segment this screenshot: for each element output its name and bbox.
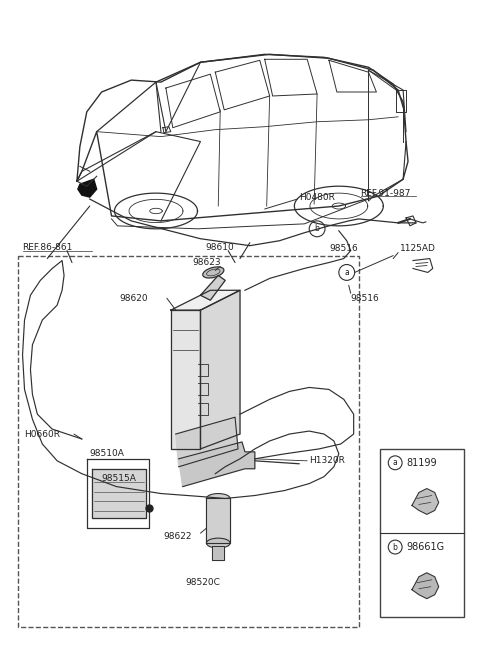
Text: b: b xyxy=(315,225,320,234)
Text: 98610: 98610 xyxy=(205,243,234,252)
Ellipse shape xyxy=(206,494,230,503)
Polygon shape xyxy=(171,291,240,310)
Bar xyxy=(380,449,464,617)
Polygon shape xyxy=(201,291,240,449)
Text: 81199: 81199 xyxy=(406,458,437,468)
Text: 98620: 98620 xyxy=(120,294,148,303)
Polygon shape xyxy=(201,276,225,300)
Text: 98516: 98516 xyxy=(351,294,380,303)
Text: H0480R: H0480R xyxy=(300,193,335,202)
Text: 98510A: 98510A xyxy=(90,450,125,458)
Text: 98515A: 98515A xyxy=(102,474,136,483)
Text: 98623: 98623 xyxy=(192,258,221,267)
Text: 98520C: 98520C xyxy=(186,578,220,587)
Polygon shape xyxy=(206,498,230,543)
Text: 98661G: 98661G xyxy=(406,542,444,552)
Ellipse shape xyxy=(206,538,230,548)
Text: 1125AD: 1125AD xyxy=(400,244,436,253)
Text: b: b xyxy=(393,543,397,551)
Ellipse shape xyxy=(203,267,224,278)
Polygon shape xyxy=(212,546,224,560)
Text: a: a xyxy=(393,458,397,467)
Polygon shape xyxy=(412,488,439,514)
Polygon shape xyxy=(78,179,96,197)
Text: REF.91-987: REF.91-987 xyxy=(360,189,411,197)
Polygon shape xyxy=(176,417,238,466)
Text: 98516: 98516 xyxy=(329,244,358,253)
Polygon shape xyxy=(412,573,439,598)
Text: H0660R: H0660R xyxy=(24,430,60,439)
Text: a: a xyxy=(344,268,349,277)
Polygon shape xyxy=(171,310,201,449)
Text: 98622: 98622 xyxy=(163,532,192,541)
Polygon shape xyxy=(92,468,146,518)
Polygon shape xyxy=(179,442,255,487)
Text: H1320R: H1320R xyxy=(309,456,345,465)
Text: REF.86-861: REF.86-861 xyxy=(23,243,73,252)
